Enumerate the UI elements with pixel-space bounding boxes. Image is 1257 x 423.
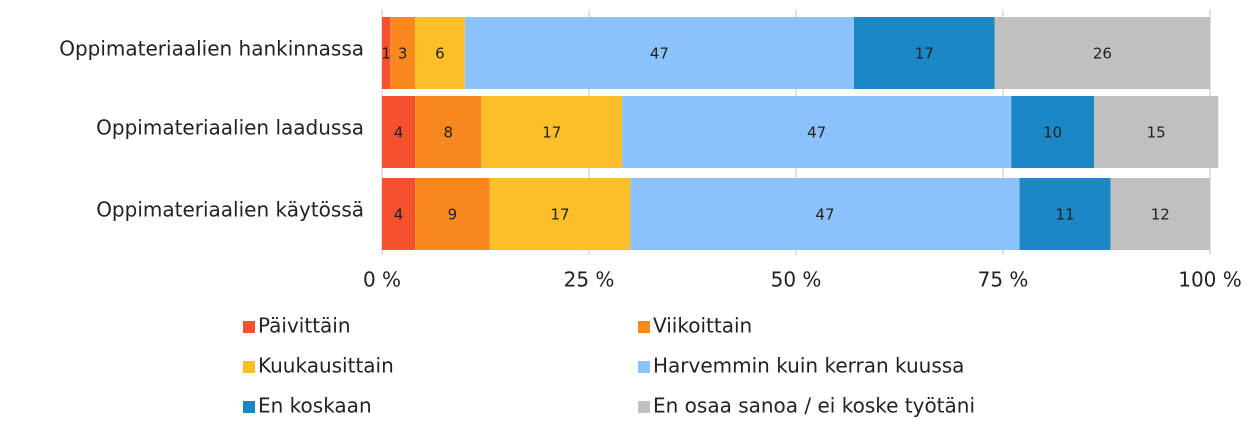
bar-segment bbox=[994, 17, 1210, 89]
data-label: 3 bbox=[398, 45, 408, 63]
legend-label: Viikoittain bbox=[653, 314, 752, 338]
legend-marker bbox=[243, 321, 255, 333]
data-label: 12 bbox=[1151, 206, 1170, 224]
legend-label: Harvemmin kuin kerran kuussa bbox=[653, 354, 964, 378]
legend-marker bbox=[638, 361, 650, 373]
bar-segment bbox=[382, 17, 391, 89]
bar-segment bbox=[1094, 96, 1219, 168]
bar-segment bbox=[464, 17, 854, 89]
data-label: 47 bbox=[815, 206, 834, 224]
bar-segment bbox=[382, 96, 416, 168]
legend-marker bbox=[638, 401, 650, 413]
bar-segment bbox=[853, 17, 995, 89]
bar-segment bbox=[622, 96, 1012, 168]
data-label: 4 bbox=[394, 206, 404, 224]
x-tick-label: 25 % bbox=[564, 268, 615, 292]
legend-label: Päivittäin bbox=[258, 314, 351, 338]
legend-label: Kuukausittain bbox=[258, 354, 394, 378]
bar-segment bbox=[1110, 178, 1210, 250]
legend-label: En koskaan bbox=[258, 394, 372, 418]
data-label: 17 bbox=[550, 206, 569, 224]
data-label: 10 bbox=[1043, 124, 1062, 142]
legend-marker bbox=[243, 361, 255, 373]
bar-segment bbox=[382, 178, 416, 250]
y-tick-label: Oppimateriaalien hankinnassa bbox=[59, 37, 364, 61]
y-tick-label: Oppimateriaalien laadussa bbox=[96, 116, 364, 140]
x-tick-label: 100 % bbox=[1178, 268, 1242, 292]
bar-segment bbox=[489, 178, 631, 250]
data-label: 8 bbox=[443, 124, 453, 142]
data-label: 6 bbox=[435, 45, 445, 63]
data-label: 1 bbox=[381, 45, 391, 63]
bar-segment bbox=[630, 178, 1020, 250]
data-label: 9 bbox=[448, 206, 458, 224]
legend-marker bbox=[243, 401, 255, 413]
x-tick-label: 75 % bbox=[978, 268, 1029, 292]
data-label: 47 bbox=[807, 124, 826, 142]
data-label: 26 bbox=[1093, 45, 1112, 63]
data-label: 17 bbox=[915, 45, 934, 63]
data-label: 11 bbox=[1056, 206, 1075, 224]
bar-segment bbox=[1019, 178, 1111, 250]
x-tick-label: 0 % bbox=[363, 268, 401, 292]
data-label: 4 bbox=[394, 124, 404, 142]
data-label: 17 bbox=[542, 124, 561, 142]
x-tick-label: 50 % bbox=[771, 268, 822, 292]
bar-segment bbox=[415, 17, 465, 89]
data-label: 47 bbox=[650, 45, 669, 63]
y-tick-label: Oppimateriaalien käytössä bbox=[96, 198, 364, 222]
legend-label: En osaa sanoa / ei koske työtäni bbox=[653, 394, 975, 418]
bar-segment bbox=[390, 17, 416, 89]
data-label: 15 bbox=[1147, 124, 1166, 142]
legend-marker bbox=[638, 321, 650, 333]
bar-segment bbox=[415, 178, 490, 250]
bar-segment bbox=[1011, 96, 1095, 168]
bar-segment bbox=[415, 96, 482, 168]
bar-segment bbox=[481, 96, 623, 168]
